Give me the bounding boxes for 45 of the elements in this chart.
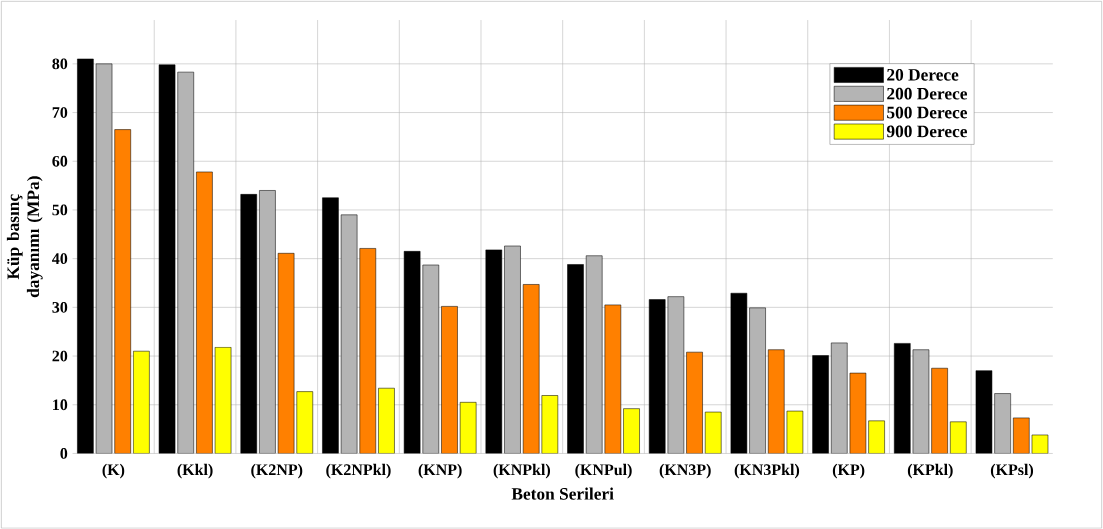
y-tick-label: 80 <box>52 58 68 69</box>
x-tick-label: (KPsl) <box>990 463 1034 479</box>
y-tick-label: 0 <box>60 447 68 459</box>
legend-label: 500 Derece <box>887 106 968 119</box>
legend-label: 20 Derece <box>887 68 959 81</box>
bar <box>950 421 967 454</box>
y-tick-label: 70 <box>52 106 68 118</box>
x-tick-label: (Kkl) <box>177 463 213 479</box>
x-tick-label: (K2NPkl) <box>326 463 391 479</box>
y-tick-label: 60 <box>52 155 68 167</box>
bar <box>459 401 477 454</box>
bar <box>378 387 395 454</box>
bar <box>931 367 948 454</box>
y-tick-label: 10 <box>53 399 68 410</box>
y-tick-label: 20 <box>52 350 68 362</box>
bar <box>441 305 458 454</box>
legend-label: 900 Derece <box>886 125 968 138</box>
y-axis-title: Küp basınç dayanımı (MPa) <box>6 176 43 297</box>
x-tick-label: (KNP) <box>418 463 462 479</box>
x-tick-label: (KNPkl) <box>493 463 551 479</box>
bar <box>767 349 785 454</box>
bar <box>133 350 150 454</box>
bar <box>1013 417 1030 454</box>
x-tick-label: (KN3P) <box>659 463 711 479</box>
bar <box>686 351 703 454</box>
bar <box>296 391 314 454</box>
legend-label: 200 Derece <box>887 87 968 100</box>
x-axis-title: Beton Serileri <box>511 487 614 500</box>
x-tick-label: (KPkl) <box>907 463 953 479</box>
x-tick-label: (KN3Pkl) <box>734 463 800 479</box>
bar <box>196 171 213 454</box>
bar <box>522 283 540 454</box>
bar <box>868 420 885 454</box>
bar <box>359 247 377 454</box>
x-tick-label: (K) <box>102 463 125 479</box>
x-tick-label: (KNPul) <box>575 463 632 479</box>
y-tick-label: 30 <box>52 301 68 313</box>
bar <box>541 395 559 454</box>
bar <box>114 129 131 454</box>
x-tick-label: (KP) <box>832 463 865 479</box>
bar <box>704 411 722 454</box>
y-tick-label: 50 <box>52 204 68 216</box>
x-tick-label: (K2NP) <box>251 463 303 479</box>
bar <box>623 408 640 454</box>
y-tick-label: 40 <box>52 253 68 264</box>
